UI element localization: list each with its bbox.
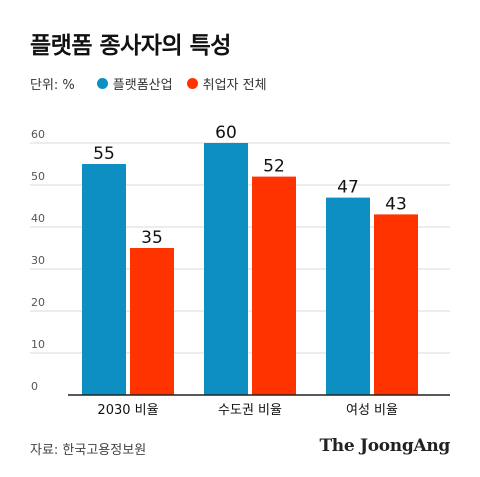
legend-swatch-series-2 (186, 77, 198, 89)
x-tick-label: 수도권 비율 (218, 403, 282, 418)
bar-value-label: 35 (141, 228, 163, 248)
y-tick-label: 20 (31, 296, 45, 309)
y-tick-label: 40 (31, 212, 45, 225)
legend-item-series-1: 플랫폼산업 (96, 74, 173, 93)
bar-value-label: 60 (215, 123, 237, 143)
bar-series-2 (130, 248, 174, 395)
x-tick-label: 여성 비율 (346, 403, 398, 418)
y-tick-label: 60 (31, 128, 45, 141)
bar-value-label: 55 (93, 144, 115, 164)
bar-series-1 (326, 197, 370, 395)
legend-swatch-series-1 (96, 77, 108, 89)
chart-title: 플랫폼 종사자의 특성 (30, 33, 231, 59)
unit-label: 단위: % (30, 77, 75, 93)
legend-label-series-2: 취업자 전체 (202, 77, 267, 93)
legend-item-series-2: 취업자 전체 (186, 74, 267, 93)
source-note: 자료: 한국고용정보원 (30, 443, 147, 458)
x-tick-label: 2030 비율 (97, 403, 158, 418)
publisher-logo: The JoongAng (319, 436, 450, 456)
bar-series-1 (82, 164, 126, 395)
bar-value-label: 43 (385, 194, 407, 214)
legend: 단위: % 플랫폼산업 취업자 전체 (30, 73, 281, 93)
y-tick-label: 0 (31, 380, 38, 393)
y-tick-label: 30 (31, 254, 45, 267)
legend-label-series-1: 플랫폼산업 (112, 77, 173, 93)
y-tick-label: 10 (31, 338, 45, 351)
bar-series-2 (374, 214, 418, 395)
y-tick-label: 50 (31, 170, 45, 183)
bar-series-2 (252, 176, 296, 395)
bar-value-label: 47 (337, 178, 359, 198)
bar-value-label: 52 (263, 157, 285, 177)
bar-series-1 (204, 143, 248, 395)
